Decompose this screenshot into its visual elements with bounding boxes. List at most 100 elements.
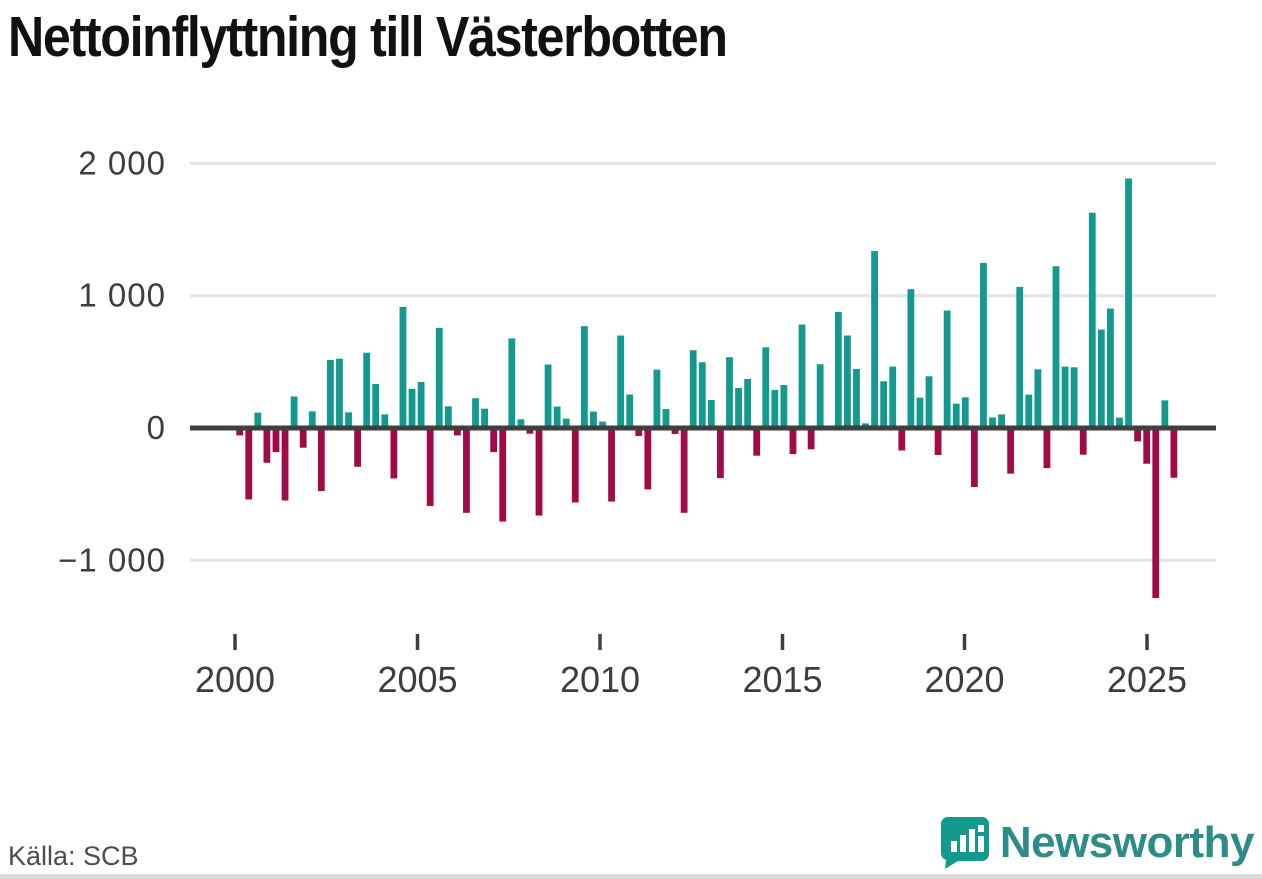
bar (898, 428, 906, 451)
bar (490, 428, 498, 453)
x-axis-label: 2010 (560, 659, 640, 700)
bar (336, 358, 343, 428)
bar (644, 428, 652, 490)
bar (1170, 428, 1178, 478)
bar (707, 399, 715, 428)
bar (998, 414, 1005, 428)
bar (789, 428, 797, 455)
bar (553, 406, 561, 428)
bar (1088, 212, 1096, 428)
x-axis-label: 2000 (195, 659, 275, 700)
bar (834, 311, 842, 428)
bar (680, 428, 688, 513)
bar (1070, 367, 1078, 428)
bar (744, 378, 752, 428)
bar (1116, 417, 1123, 428)
logo-exclamation-dot (977, 825, 984, 832)
y-axis-label: 1 000 (78, 277, 166, 314)
bar (1143, 428, 1151, 464)
bar-chart: 2 000 1 000 0 −1 000 2000 2005 2010 2015 2020 202… (58, 144, 1216, 700)
x-axis-label: 2015 (742, 659, 822, 700)
bar (698, 362, 706, 428)
bar (272, 428, 280, 453)
bar (889, 366, 897, 428)
bar (1097, 329, 1105, 428)
logo-bar-medium (959, 835, 966, 852)
bar (245, 428, 253, 500)
y-axis-label: −1 000 (58, 541, 166, 578)
bar (327, 360, 334, 428)
bar (798, 324, 806, 428)
bar (1125, 178, 1132, 428)
bar (354, 428, 362, 467)
bar (952, 403, 960, 428)
bar (916, 397, 924, 428)
bar (236, 428, 244, 436)
y-axis-label: 0 (147, 409, 166, 446)
bar (535, 428, 543, 516)
bar (626, 394, 634, 428)
bar (1034, 369, 1042, 428)
bar (780, 385, 788, 428)
bar (472, 398, 479, 428)
bar (689, 350, 697, 428)
logo-bar-large (968, 829, 975, 852)
bar (662, 409, 670, 428)
newsworthy-wordmark: Newsworthy (999, 818, 1255, 867)
logo-exclamation-bar (977, 836, 984, 852)
bar (961, 397, 969, 428)
bar (608, 428, 615, 502)
bar (1007, 428, 1015, 474)
bar (508, 338, 516, 428)
bar (970, 428, 978, 488)
bar (435, 327, 443, 428)
bar (580, 326, 588, 428)
bar (934, 428, 942, 455)
chart-title: Nettoinflyttning till Västerbotten (8, 5, 728, 69)
bar (408, 388, 416, 428)
bar (1107, 308, 1114, 428)
bar (463, 428, 470, 513)
bar (1152, 428, 1160, 599)
bar (399, 306, 407, 428)
bar (453, 428, 461, 436)
bar (308, 411, 316, 428)
bar (417, 381, 425, 428)
bar (363, 352, 371, 428)
bar (943, 310, 951, 428)
bar (1061, 366, 1069, 428)
bar (1025, 394, 1033, 428)
bar (372, 383, 380, 428)
bar (1134, 428, 1142, 442)
newsworthy-logo-icon (940, 817, 989, 869)
bar (544, 364, 552, 428)
newsworthy-logo: Newsworthy (940, 816, 1255, 870)
bar (381, 414, 389, 428)
footer-divider (0, 874, 1262, 879)
bar (735, 387, 742, 428)
bar (925, 376, 933, 428)
bar (263, 428, 271, 463)
x-axis-label: 2025 (1107, 659, 1187, 700)
bar (345, 412, 352, 428)
bar (590, 411, 597, 428)
bar (526, 428, 534, 434)
bar (726, 357, 733, 428)
bar (871, 251, 878, 428)
x-axis-label: 2005 (377, 659, 457, 700)
bar (571, 428, 579, 503)
bar (426, 428, 434, 506)
bar (1079, 428, 1087, 455)
bar (444, 406, 452, 428)
bar (1161, 400, 1169, 428)
y-axis-label: 2 000 (78, 144, 166, 181)
x-axis-label: 2020 (924, 659, 1004, 700)
bar (843, 335, 851, 428)
bar (290, 396, 298, 428)
bar (753, 428, 761, 456)
bar (481, 408, 488, 428)
bar (299, 428, 307, 448)
bar (807, 428, 815, 450)
bar (717, 428, 724, 479)
